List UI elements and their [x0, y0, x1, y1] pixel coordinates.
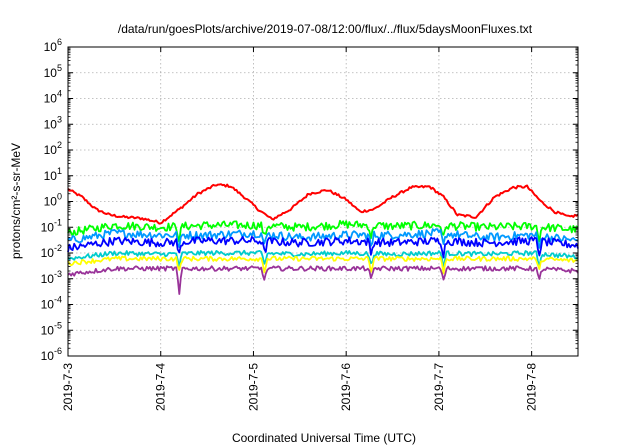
y-tick-label: 10-4	[41, 295, 62, 312]
x-tick-label: 2019-7-8	[525, 363, 539, 411]
axis-ticks	[67, 46, 578, 357]
x-tick-label: 2019-7-4	[154, 363, 168, 411]
series-layer	[67, 183, 579, 295]
x-tick-labels: 2019-7-3 2019-7-4 2019-7-5 2019-7-6 2019-7-7…	[61, 363, 539, 411]
x-tick-label: 2019-7-7	[432, 363, 446, 411]
series-line	[67, 265, 579, 295]
x-tick-label: 2019-7-3	[61, 363, 75, 411]
y-tick-label: 100	[44, 192, 62, 209]
y-tick-label: 104	[44, 89, 62, 106]
series-line	[67, 255, 579, 275]
y-tick-label: 103	[44, 114, 62, 131]
y-tick-label: 101	[44, 166, 62, 183]
series-line	[67, 249, 579, 270]
grid-lines	[68, 47, 578, 356]
y-tick-label: 106	[44, 37, 62, 54]
x-tick-label: 2019-7-5	[246, 363, 260, 411]
series-line	[67, 228, 579, 249]
series-line	[67, 219, 579, 243]
x-tick-label: 2019-7-6	[339, 363, 353, 411]
series-line	[67, 236, 579, 259]
series-line	[67, 183, 579, 225]
y-tick-label: 10-5	[41, 320, 62, 337]
y-tick-labels: 10-6 10-5 10-4 10-3 10-2 10-1 100 101 102 103 104 1…	[41, 37, 62, 363]
y-tick-label: 10-3	[41, 269, 62, 286]
chart-title: /data/run/goesPlots/archive/2019-07-08/1…	[118, 22, 533, 36]
y-axis-title: protons/cm²-s-sr-MeV	[9, 143, 23, 259]
y-tick-label: 105	[44, 63, 62, 80]
y-tick-label: 10-2	[41, 243, 62, 260]
x-axis-title: Coordinated Universal Time (UTC)	[232, 431, 416, 445]
y-tick-label: 10-6	[41, 346, 62, 363]
y-tick-label: 10-1	[41, 217, 62, 234]
y-tick-label: 102	[44, 140, 62, 157]
